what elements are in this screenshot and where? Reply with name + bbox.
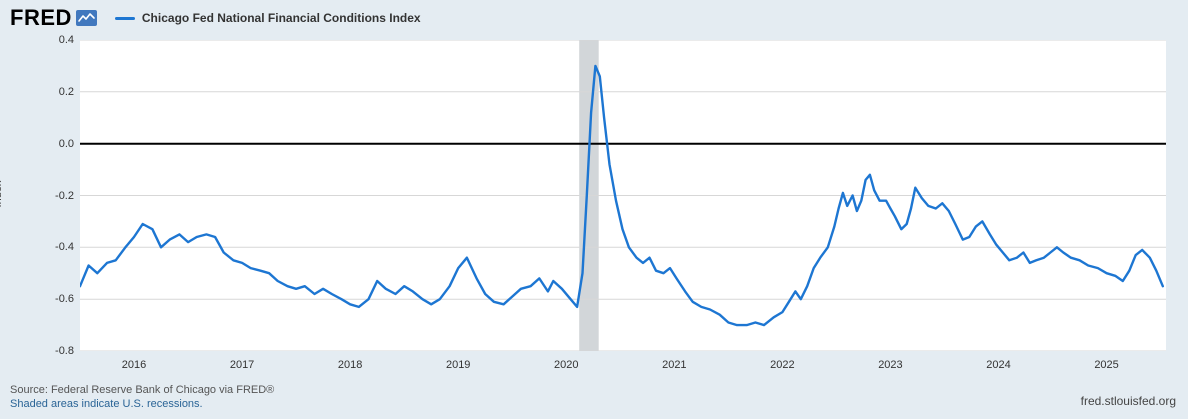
chart-legend: Chicago Fed National Financial Condition…: [114, 11, 421, 25]
x-tick-label: 2017: [229, 359, 255, 371]
x-tick-label: 2024: [986, 359, 1011, 371]
fred-site-link[interactable]: fred.stlouisfed.org: [1080, 394, 1176, 408]
fred-logo-text: FRED: [10, 5, 72, 30]
source-attribution: Source: Federal Reserve Bank of Chicago …: [10, 384, 275, 396]
fred-logo[interactable]: FRED: [10, 7, 97, 29]
x-tick-label: 2025: [1094, 359, 1119, 371]
legend-line-swatch: [114, 16, 135, 20]
x-tick-label: 2021: [662, 359, 687, 371]
x-tick-label: 2019: [445, 359, 471, 371]
y-tick-label: -0.6: [55, 293, 74, 306]
y-tick-label: 0.4: [58, 34, 74, 46]
chart-footer: Source: Federal Reserve Bank of Chicago …: [10, 383, 274, 411]
x-tick-label: 2020: [554, 359, 579, 371]
y-tick-label: 0.2: [58, 85, 74, 98]
x-tick-label: 2016: [121, 359, 147, 371]
x-tick-label: 2023: [878, 359, 903, 371]
y-tick-label: -0.8: [55, 345, 74, 357]
fred-sparkline-icon: [75, 10, 97, 26]
chart-header: FRED Chicago Fed National Financial Cond…: [0, 0, 1188, 36]
chart-canvas[interactable]: [80, 40, 1166, 351]
x-tick-label: 2018: [337, 359, 363, 371]
plot-area[interactable]: [80, 40, 1166, 351]
y-tick-label: 0.0: [58, 137, 74, 150]
series-line[interactable]: [80, 64, 1164, 327]
y-tick-label: -0.4: [55, 241, 74, 254]
legend-series-label: Chicago Fed National Financial Condition…: [141, 11, 421, 25]
y-tick-label: -0.2: [55, 189, 74, 202]
recession-note-link[interactable]: Shaded areas indicate U.S. recessions.: [10, 398, 203, 410]
x-tick-label: 2022: [770, 359, 795, 371]
